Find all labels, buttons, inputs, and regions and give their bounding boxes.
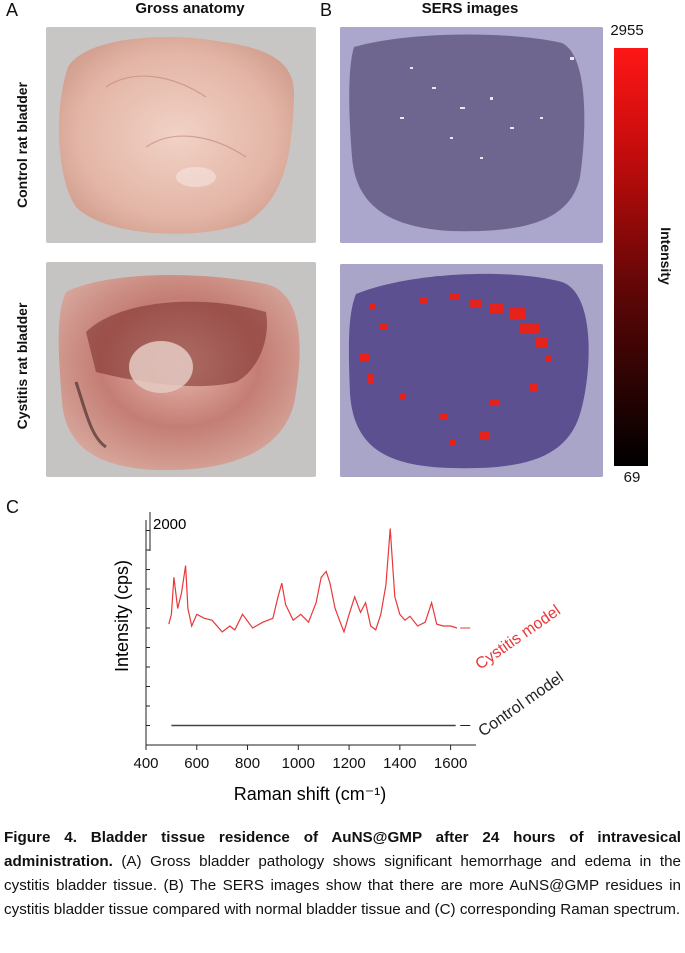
cystitis-sers-image <box>340 264 603 477</box>
scale-bar-label: 2000 <box>153 516 186 533</box>
panel-a-letter: A <box>6 0 19 20</box>
cystitis-bladder-photo <box>46 262 316 477</box>
intensity-colorbar <box>614 48 648 466</box>
raman-spectrum-chart: 400 600 800 1000 1200 1400 1600 Intensity (cps… <box>112 512 567 804</box>
x-tick-label: 1200 <box>332 755 365 772</box>
sers-images-title: SERS images <box>421 0 519 17</box>
gross-anatomy-title: Gross anatomy <box>135 0 245 17</box>
x-tick-label: 1400 <box>383 755 416 772</box>
colorbar-max-label: 2955 <box>610 22 644 39</box>
control-sers-image <box>340 27 603 243</box>
x-axis-label: Raman shift (cm⁻¹) <box>234 784 387 804</box>
x-tick-label: 1000 <box>282 755 315 772</box>
caption-text: (A) Gross bladder pathology shows signif… <box>4 853 681 918</box>
x-tick-label: 400 <box>133 755 158 772</box>
panel-b-letter: B <box>320 0 333 20</box>
figure-caption: Figure 4. Bladder tissue residence of Au… <box>4 826 681 922</box>
y-axis-label: Intensity (cps) <box>112 560 132 672</box>
colorbar-min-label: 69 <box>623 469 641 486</box>
control-row-label: Control rat bladder <box>14 82 30 209</box>
x-tick-label: 800 <box>235 755 260 772</box>
series-label-control: Control model <box>476 669 567 740</box>
colorbar-intensity-label: Intensity <box>658 227 674 285</box>
x-tick-label: 1600 <box>434 755 467 772</box>
panel-c-letter: C <box>6 497 19 517</box>
series-label-cystitis: Cystitis model <box>473 602 564 673</box>
control-bladder-photo <box>46 27 316 243</box>
cystitis-spectrum-line <box>168 528 458 634</box>
caption-bold: Figure 4. Bladder tissue residence of Au… <box>4 829 681 870</box>
cystitis-row-label: Cystitis rat bladder <box>14 302 30 430</box>
x-tick-label: 600 <box>184 755 209 772</box>
